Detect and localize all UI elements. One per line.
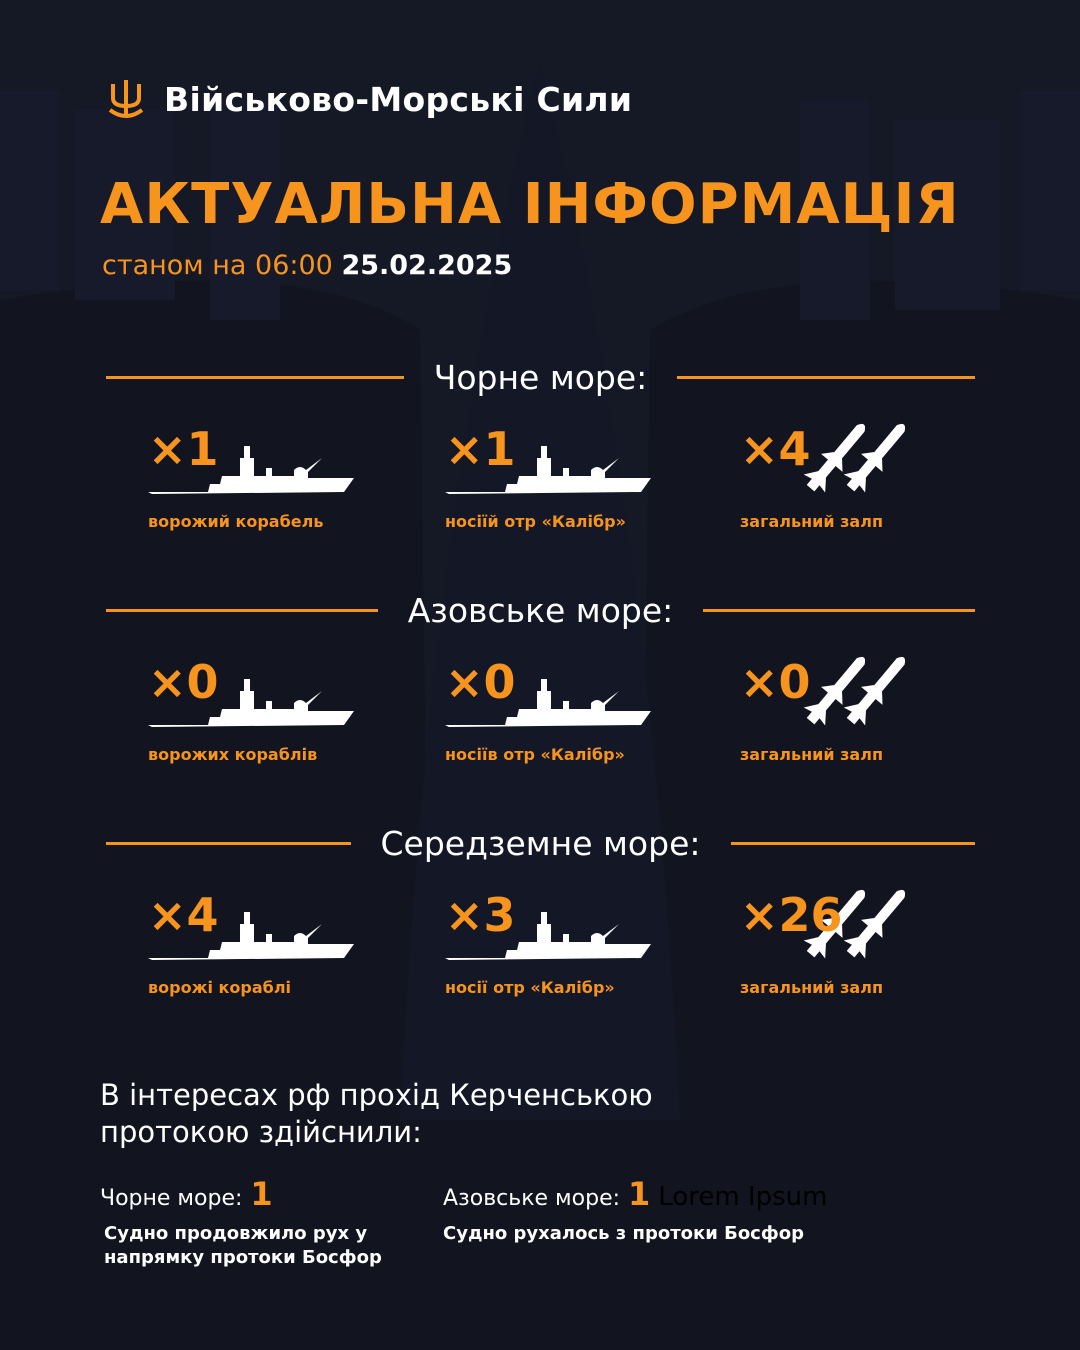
- stat-item: ×4 загальний залп: [740, 422, 980, 532]
- section-header: Чорне море:: [106, 357, 975, 397]
- stat-item: ×0 загальний залп: [740, 655, 980, 765]
- stat-count: ×3: [445, 888, 516, 942]
- kerch-azov-count: 1: [628, 1175, 651, 1213]
- section-title: Чорне море:: [433, 357, 648, 397]
- stat-item: ×1 ворожий корабель: [148, 422, 388, 532]
- stat-item: ×0 носіїв отр «Калібр»: [445, 655, 685, 765]
- stat-label: ворожих кораблів: [148, 745, 318, 764]
- divider: [730, 841, 976, 845]
- brand-header: Військово-Морські Сили: [108, 78, 632, 120]
- page-title: АКТУАЛЬНА ІНФОРМАЦІЯ: [100, 172, 960, 237]
- kerch-heading: В інтересах рф прохід Керченською проток…: [100, 1078, 653, 1149]
- date-value: 25.02.2025: [341, 250, 513, 281]
- ship-icon: [445, 910, 655, 974]
- kerch-azov-label: Азовське море:: [443, 1186, 621, 1211]
- kerch-azov-desc: Судно рухалось з протоки Босфор: [443, 1223, 804, 1244]
- kerch-azov-sea: Азовське море: 1 Lorem Ipsum: [443, 1175, 827, 1213]
- stat-item: ×3 носії отр «Калібр»: [445, 888, 685, 998]
- ship-icon: [148, 910, 358, 974]
- divider: [106, 608, 378, 612]
- date-prefix: станом на 06:00: [102, 250, 333, 281]
- stat-item: ×1 носіїй отр «Калібр»: [445, 422, 685, 532]
- kerch-black-count: 1: [250, 1175, 273, 1213]
- ship-icon: [445, 444, 655, 508]
- stat-count: ×26: [740, 888, 843, 942]
- ship-icon: [445, 677, 655, 741]
- ship-icon: [148, 444, 358, 508]
- missiles-icon: [740, 656, 925, 731]
- placeholder-text: Lorem Ipsum: [658, 1182, 828, 1212]
- kerch-black-sea: Чорне море: 1: [100, 1175, 273, 1213]
- stat-label: носії отр «Калібр»: [445, 978, 615, 997]
- ship-icon: [148, 677, 358, 741]
- stat-count: ×4: [740, 422, 811, 476]
- stat-label: носіїв отр «Калібр»: [445, 745, 625, 764]
- stat-item: ×26 загальний залп: [740, 888, 980, 998]
- stat-count: ×0: [148, 655, 219, 709]
- stat-count: ×0: [445, 655, 516, 709]
- stat-label: ворожі кораблі: [148, 978, 292, 997]
- stat-count: ×4: [148, 888, 219, 942]
- date-line: станом на 06:00 25.02.2025: [102, 250, 512, 281]
- section-header: Середземне море:: [106, 823, 976, 863]
- section-title: Азовське море:: [407, 590, 674, 630]
- missiles-icon: [740, 423, 925, 498]
- missiles-icon: [740, 889, 925, 964]
- kerch-black-label: Чорне море:: [100, 1186, 243, 1211]
- stat-item: ×0 ворожих кораблів: [148, 655, 388, 765]
- divider: [106, 841, 351, 845]
- section-title: Середземне море:: [380, 823, 701, 863]
- stat-count: ×1: [445, 422, 516, 476]
- divider: [703, 608, 975, 612]
- stat-count: ×1: [148, 422, 219, 476]
- stat-label: загальний залп: [740, 512, 883, 531]
- stat-label: ворожий корабель: [148, 512, 324, 531]
- stat-item: ×4 ворожі кораблі: [148, 888, 388, 998]
- stat-label: загальний залп: [740, 745, 883, 764]
- stat-count: ×0: [740, 655, 811, 709]
- kerch-black-desc: Судно продовжило рух у напрямку протоки …: [104, 1223, 382, 1268]
- divider: [106, 375, 404, 379]
- stat-label: носіїй отр «Калібр»: [445, 512, 626, 531]
- section-header: Азовське море:: [106, 590, 975, 630]
- brand-name: Військово-Морські Сили: [164, 79, 633, 119]
- divider: [677, 375, 975, 379]
- stat-label: загальний залп: [740, 978, 883, 997]
- trident-anchor-icon: [108, 80, 144, 118]
